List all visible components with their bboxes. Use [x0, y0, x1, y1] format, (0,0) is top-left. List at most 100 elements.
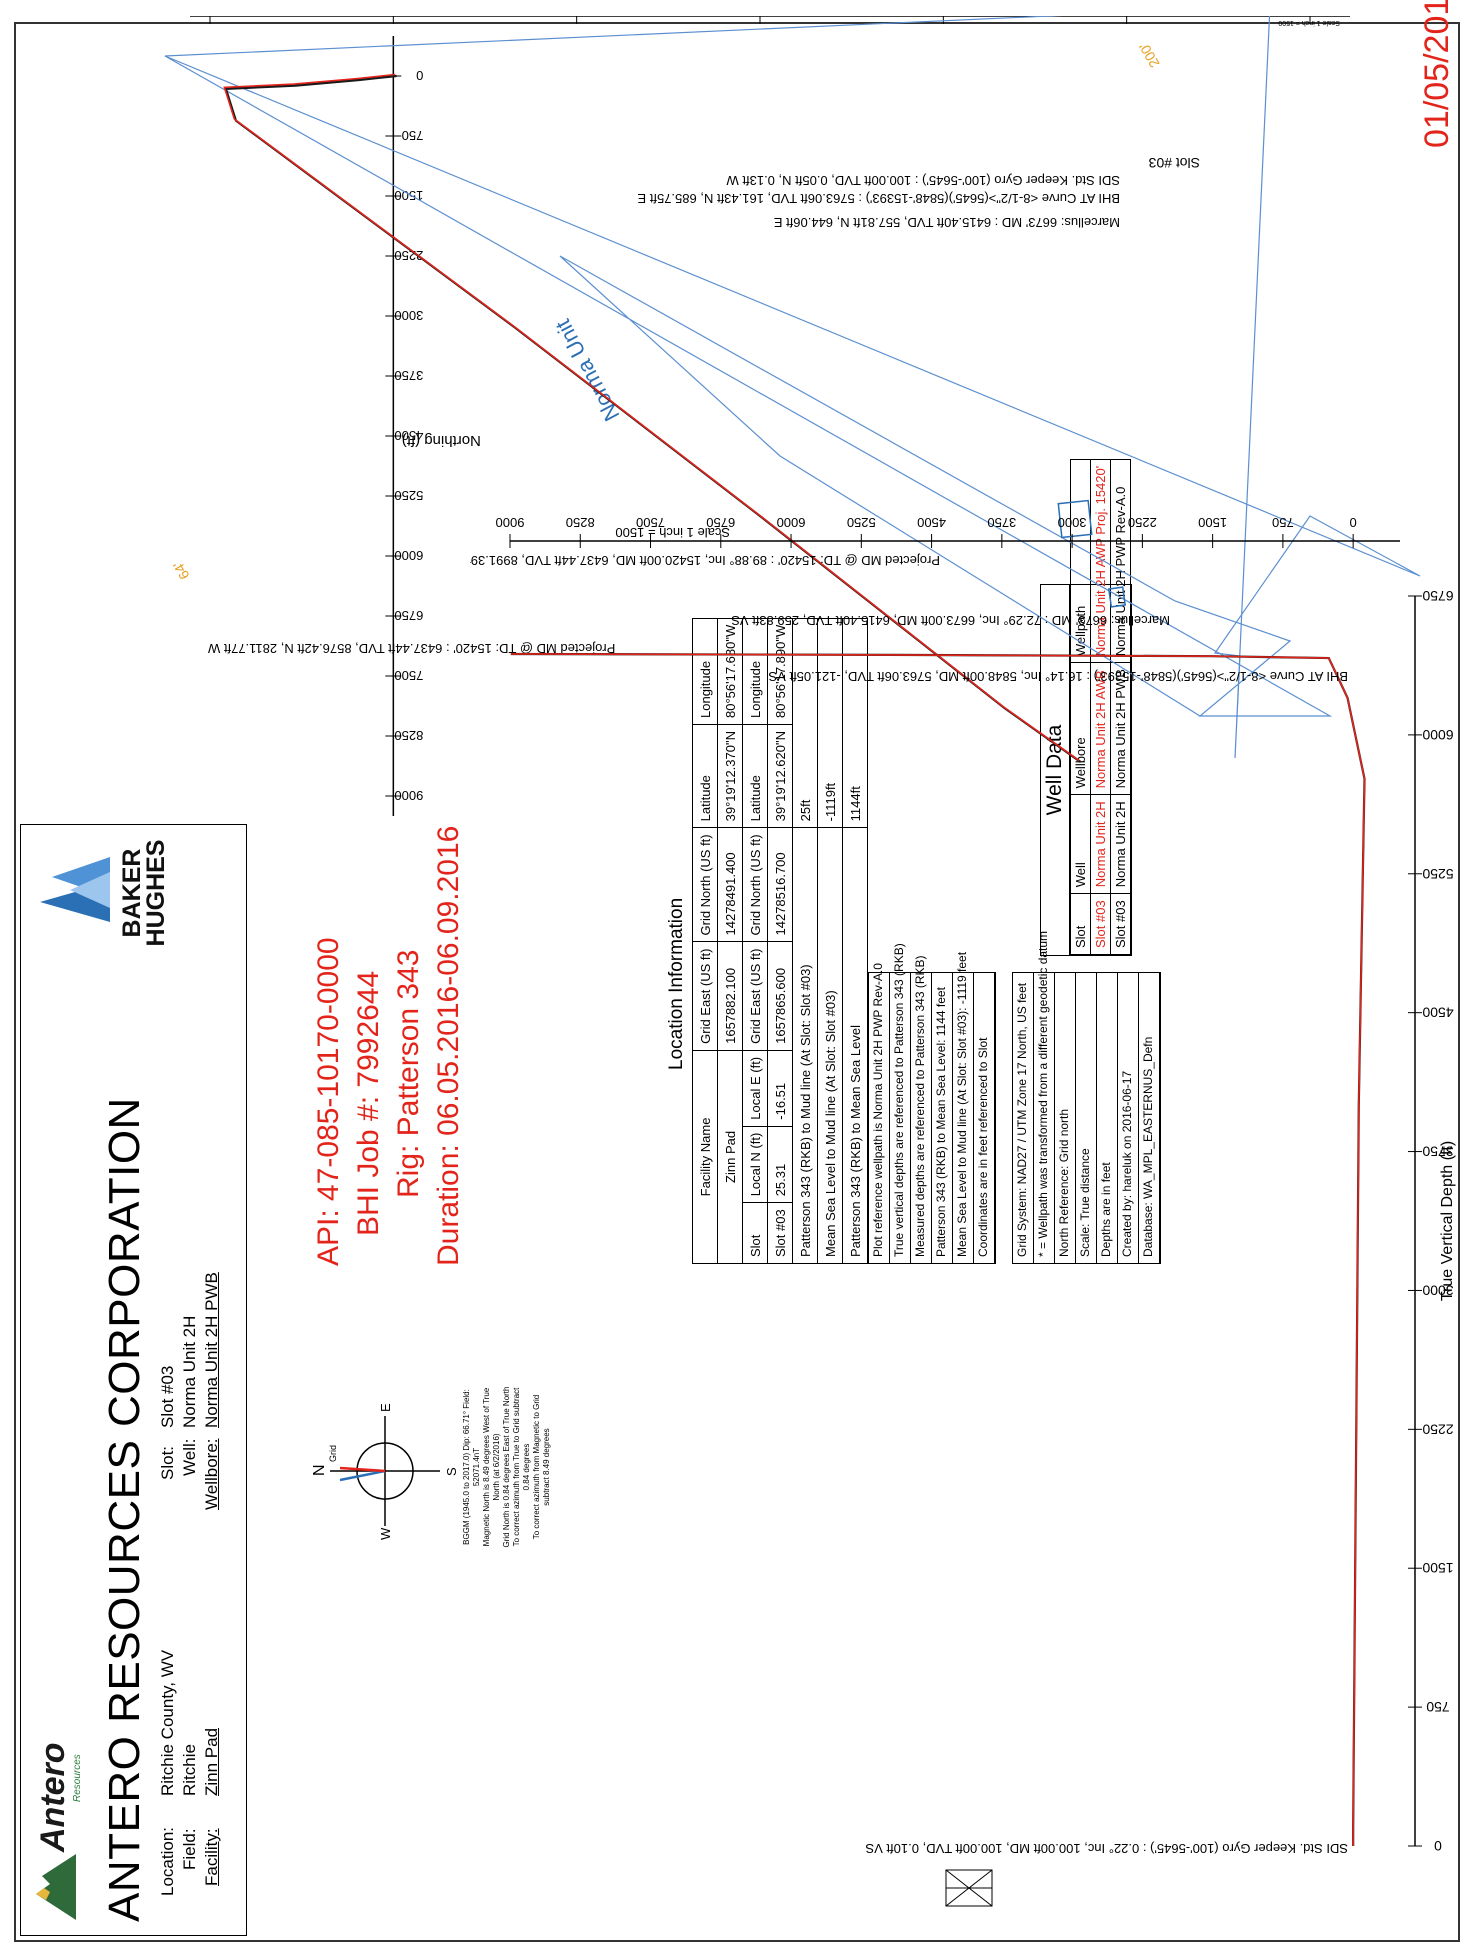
vs-tick-label: 3750	[987, 516, 1016, 530]
antero-logo: Antero Resources	[28, 1732, 86, 1922]
plan-ann-gyro: SDI Std. Keeper Gyro (100'-5645') : 100.…	[726, 173, 1120, 188]
plan-northing-tick-label: 3000	[394, 308, 423, 323]
plan-northing-tick-label: 3750	[394, 368, 423, 383]
vs-tick-label: 7500	[636, 516, 665, 530]
location-label: Location:	[158, 1827, 177, 1896]
plan-northing-tick-label: 0	[416, 68, 423, 83]
section-actual-line	[510, 653, 1366, 1846]
tvd-tick-label: 0	[1434, 1838, 1442, 1854]
lease-box	[1057, 499, 1093, 539]
section-view-chart: 0 750 1500 2250 3000 3750 4500 5250 6000 6750 True…	[470, 516, 1456, 1907]
rig-name: Rig: Patterson 343	[392, 949, 425, 1198]
sec-scale: Scale 1 inch = 1500	[615, 525, 730, 540]
location-value: Ritchie County, WV	[158, 1649, 177, 1796]
plan-axes: 0 750 1500 2250 3000 3750 4500 5250 6000 6750 7500…	[190, 16, 1350, 816]
vs-tick-label: 6750	[706, 516, 735, 530]
slot-label: Slot:	[158, 1445, 177, 1480]
vs-tick-label: 9000	[496, 516, 525, 530]
vs-tick-label: 6000	[777, 516, 806, 530]
tvd-tick-label: 750	[1426, 1699, 1450, 1715]
wellbore-value: Norma Unit 2H PWB	[202, 1272, 221, 1428]
compass-w: W	[378, 1527, 393, 1540]
plan-northing-tick-label: 2250	[394, 248, 423, 263]
well-label: Well:	[180, 1438, 199, 1476]
sec-ann-td: Projected MD @ TD: 15420' : 89.88° Inc, …	[470, 553, 940, 568]
vs-tick-label: 1500	[1198, 516, 1227, 530]
md-200-label: 200'	[1136, 40, 1163, 71]
mountain-logo-icon	[36, 1854, 76, 1920]
tvd-tick-label: 6000	[1422, 727, 1453, 743]
plan-northing-tick-label: 5250	[394, 488, 423, 503]
north-arrow-icon: N Grid E W S	[311, 1403, 459, 1540]
tvd-tick-label: 5250	[1422, 866, 1453, 882]
norma-unit-label: Norma Unit	[550, 315, 624, 425]
rig-icon	[945, 1869, 993, 1907]
plan-ann-marcellus: Marcellus: 6673' MD : 6415.40ft TVD, 557…	[773, 215, 1120, 230]
tvd-label: True Vertical Depth (ft)	[1439, 1141, 1456, 1301]
plan-northing-tick-label: 750	[402, 128, 424, 143]
plan-wellpath	[223, 73, 1082, 763]
company-name: ANTERO RESOURCES CORPORATION	[100, 1097, 149, 1922]
tvd-tick-label: 2250	[1422, 1421, 1453, 1437]
plan-northing-tick-label: 9000	[394, 788, 423, 803]
compass-s: S	[444, 1467, 459, 1476]
plan-northing-tick-label: 1500	[394, 188, 423, 203]
tvd-tick-label: 3750	[1422, 1144, 1453, 1160]
plan-northing-tick-label: 4500	[394, 428, 423, 443]
facility-label: Facility:	[202, 1828, 221, 1886]
date-stamp: 01/05/2018	[1418, 0, 1456, 148]
section-wellpath	[510, 652, 1366, 1846]
vs-tick-label: 0	[1350, 516, 1357, 530]
tvd-tick-label: 4500	[1422, 1005, 1453, 1021]
vs-label: Vertical Section (ft)	[860, 516, 1003, 517]
logo-sub: Resources	[72, 1754, 83, 1802]
field-label: Field:	[180, 1828, 199, 1870]
md-64-label: 64'	[170, 559, 193, 583]
facility-value: Zinn Pad	[202, 1727, 221, 1796]
plan-slot-label: Slot #03	[1148, 155, 1200, 171]
plan-actual-line	[223, 73, 1080, 762]
section-axes: 0 750 1500 2250 3000 3750 4500 5250 6000 6750 True…	[496, 516, 1456, 1854]
lease-box	[1107, 586, 1127, 608]
tvd-tick-label: 1500	[1422, 1560, 1453, 1576]
plan-northing-tick-label: 8250	[394, 728, 423, 743]
plan-northing-tick-label: 6750	[394, 608, 423, 623]
bh-line2: HUGHES	[142, 839, 170, 947]
duration: Duration: 06.05.2016-06.09.2016	[432, 825, 465, 1266]
norma-unit-boundary	[164, 55, 1333, 717]
logo-word: Antero	[34, 1742, 72, 1852]
plan-scale: Scale 1 inch = 1500	[1278, 19, 1340, 26]
plan-ylabel: Northing (ft)	[402, 432, 481, 449]
bh-mark-icon	[40, 857, 110, 922]
tvd-tick-label: 6750	[1422, 588, 1453, 604]
sec-ann-gyro: SDI Std. Keeper Gyro (100'-5645') : 0.22…	[865, 1841, 1348, 1856]
sec-ann-marcellus: Marcellus: 6673' MD : 72.29° Inc, 6673.0…	[731, 613, 1170, 628]
slot-value: Slot #03	[158, 1365, 177, 1428]
wellbore-label: Wellbore:	[202, 1438, 221, 1511]
well-value: Norma Unit 2H	[180, 1315, 199, 1428]
plan-northing-tick-label: 7500	[394, 668, 423, 683]
vs-tick-label: 3000	[1058, 516, 1087, 530]
tvd-tick-label: 3000	[1422, 1282, 1453, 1298]
compass-e: E	[378, 1403, 393, 1412]
plan-ann-curve: BHI AT Curve <8-1/2">(5645')(5848'-15393…	[637, 191, 1120, 206]
sec-ann-curve: BHI AT Curve <8-1/2">(5645')(5848'-15393…	[768, 669, 1348, 684]
vs-tick-label: 4500	[917, 516, 946, 530]
bh-wordmark: BAKER HUGHES	[118, 834, 170, 952]
compass-grid: Grid	[328, 1445, 338, 1462]
baker-hughes-logo: BAKER HUGHES	[30, 834, 190, 952]
bhi-job: BHI Job #: 7992644	[352, 970, 385, 1236]
api-number: API: 47-085-10170-0000	[312, 937, 345, 1266]
field-value: Ritchie	[180, 1744, 199, 1796]
section-planned-line	[510, 652, 1366, 1846]
plan-ann-top: Projected MD @ TD: 15420' : 6437.44ft TV…	[207, 641, 615, 656]
vs-tick-label: 5250	[847, 516, 876, 530]
vs-tick-label: 2250	[1128, 516, 1157, 530]
compass-n: N	[311, 1464, 328, 1476]
vs-tick-label: 750	[1272, 516, 1294, 530]
vs-tick-label: 8250	[566, 516, 595, 530]
plan-northing-tick-label: 6000	[394, 548, 423, 563]
plan-view-chart: 0750150022503000375045005250600067507500…	[164, 16, 1421, 816]
